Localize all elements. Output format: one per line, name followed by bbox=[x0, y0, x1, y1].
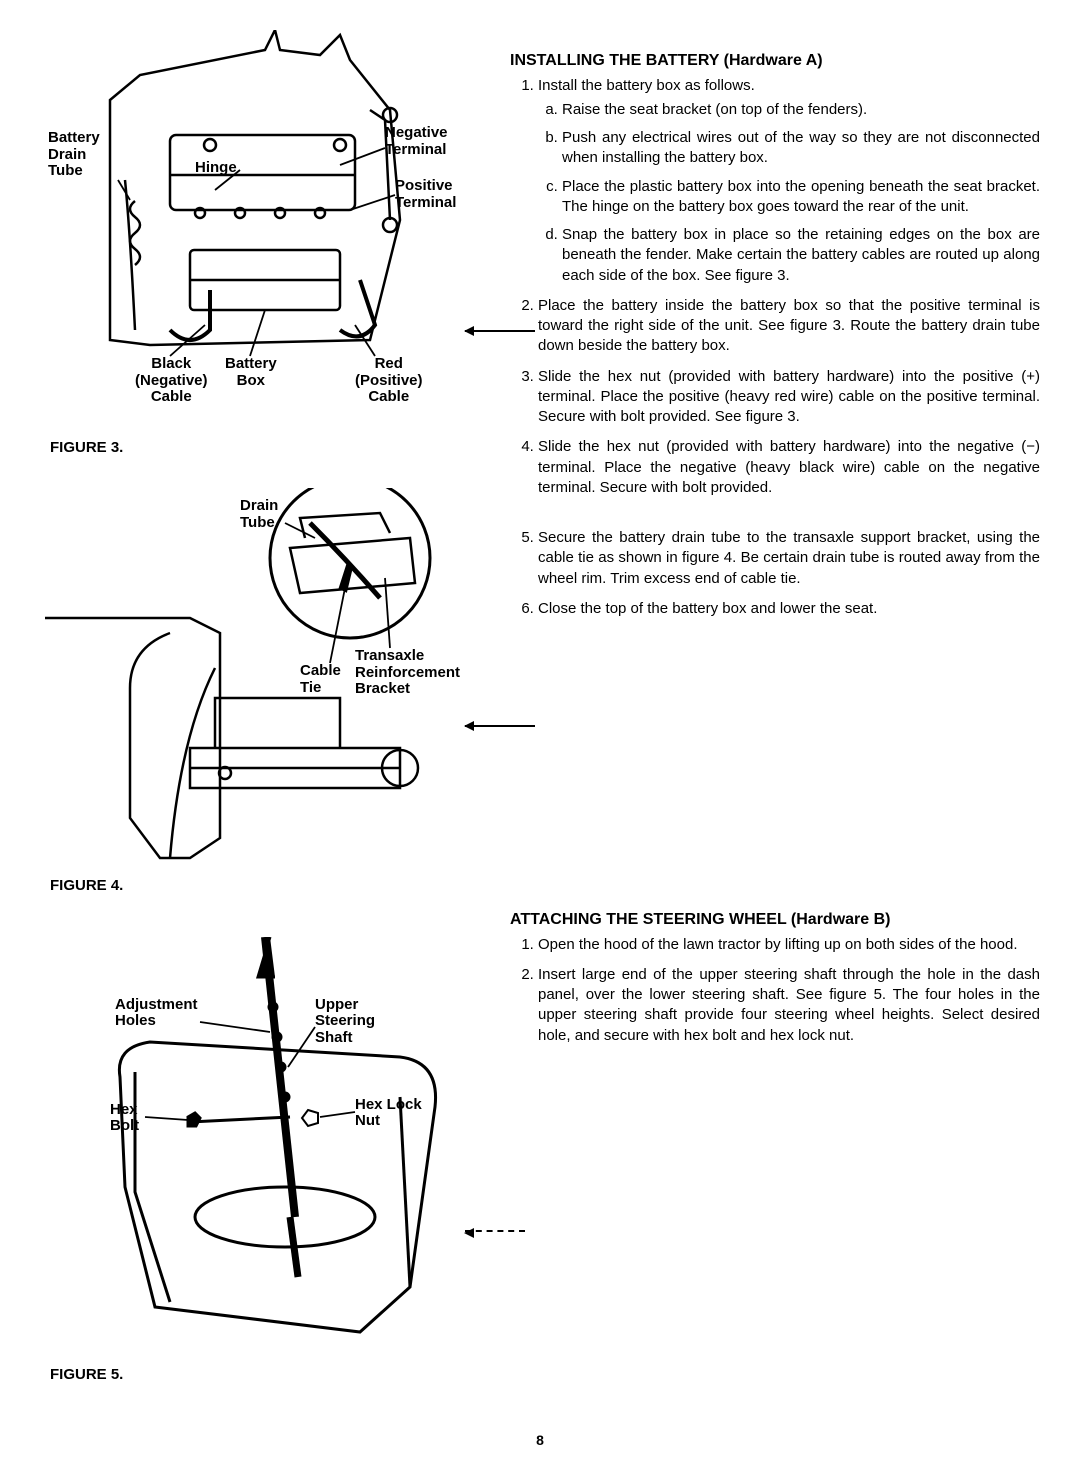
heading-steering-wheel: ATTACHING THE STEERING WHEEL (Hardware B… bbox=[510, 909, 1040, 931]
battery-step-3: Slide the hex nut (provided with battery… bbox=[538, 367, 1040, 428]
arrow-to-figure-3 bbox=[465, 330, 535, 332]
figure-4-caption: FIGURE 4. bbox=[50, 876, 480, 896]
label-red-positive-cable: Red(Positive)Cable bbox=[355, 356, 423, 406]
steering-steps-list: Open the hood of the lawn tractor by lif… bbox=[510, 935, 1040, 1046]
battery-step-1b: Push any electrical wires out of the way… bbox=[562, 128, 1040, 169]
figure-3: BatteryDrainTube Hinge NegativeTerminal … bbox=[40, 30, 480, 458]
battery-step-5: Secure the battery drain tube to the tra… bbox=[538, 528, 1040, 589]
arrow-to-figure-5 bbox=[465, 1230, 525, 1232]
battery-step-1c: Place the plastic battery box into the o… bbox=[562, 177, 1040, 218]
label-positive-terminal: PositiveTerminal bbox=[395, 178, 456, 211]
battery-step-1: Install the battery box as follows. Rais… bbox=[538, 76, 1040, 286]
label-cable-tie: CableTie bbox=[300, 663, 341, 696]
label-hex-bolt: HexBolt bbox=[110, 1102, 139, 1135]
figure-4: DrainTube CableTie TransaxleReinforcemen… bbox=[40, 488, 480, 896]
battery-steps-list: Install the battery box as follows. Rais… bbox=[510, 76, 1040, 620]
heading-installing-battery: INSTALLING THE BATTERY (Hardware A) bbox=[510, 50, 1040, 72]
heading-steering-text: ATTACHING THE STEERING WHEEL bbox=[510, 911, 786, 928]
label-battery-drain-tube: BatteryDrainTube bbox=[48, 130, 100, 180]
label-hinge: Hinge bbox=[195, 160, 237, 177]
heading-battery-hardware: (Hardware A) bbox=[724, 52, 823, 69]
label-battery-box: BatteryBox bbox=[225, 356, 277, 389]
heading-steering-hardware: (Hardware B) bbox=[791, 911, 891, 928]
label-upper-steering-shaft: UpperSteeringShaft bbox=[315, 997, 375, 1047]
battery-step-1-sublist: Raise the seat bracket (on top of the fe… bbox=[538, 100, 1040, 286]
figure-5: AdjustmentHoles UpperSteeringShaft HexBo… bbox=[40, 937, 480, 1385]
label-adjustment-holes: AdjustmentHoles bbox=[115, 997, 198, 1030]
label-hex-lock-nut: Hex LockNut bbox=[355, 1097, 422, 1130]
battery-step-2: Place the battery inside the battery box… bbox=[538, 296, 1040, 357]
label-negative-terminal: NegativeTerminal bbox=[385, 125, 448, 158]
battery-step-6: Close the top of the battery box and low… bbox=[538, 599, 1040, 619]
label-black-negative-cable: Black(Negative)Cable bbox=[135, 356, 208, 406]
steering-step-1: Open the hood of the lawn tractor by lif… bbox=[538, 935, 1040, 955]
battery-step-1-text: Install the battery box as follows. bbox=[538, 77, 755, 94]
battery-step-1a: Raise the seat bracket (on top of the fe… bbox=[562, 100, 1040, 120]
battery-step-1d: Snap the battery box in place so the ret… bbox=[562, 225, 1040, 286]
battery-step-4: Slide the hex nut (provided with battery… bbox=[538, 437, 1040, 498]
steering-step-2: Insert large end of the upper steering s… bbox=[538, 965, 1040, 1046]
figure-5-svg bbox=[40, 937, 480, 1357]
page-number: 8 bbox=[536, 1431, 544, 1450]
figure-5-caption: FIGURE 5. bbox=[50, 1365, 480, 1385]
figure-3-caption: FIGURE 3. bbox=[50, 438, 480, 458]
label-transaxle-bracket: TransaxleReinforcementBracket bbox=[355, 648, 460, 698]
arrow-to-figure-4 bbox=[465, 725, 535, 727]
heading-battery-text: INSTALLING THE BATTERY bbox=[510, 52, 719, 69]
label-drain-tube: DrainTube bbox=[240, 498, 278, 531]
